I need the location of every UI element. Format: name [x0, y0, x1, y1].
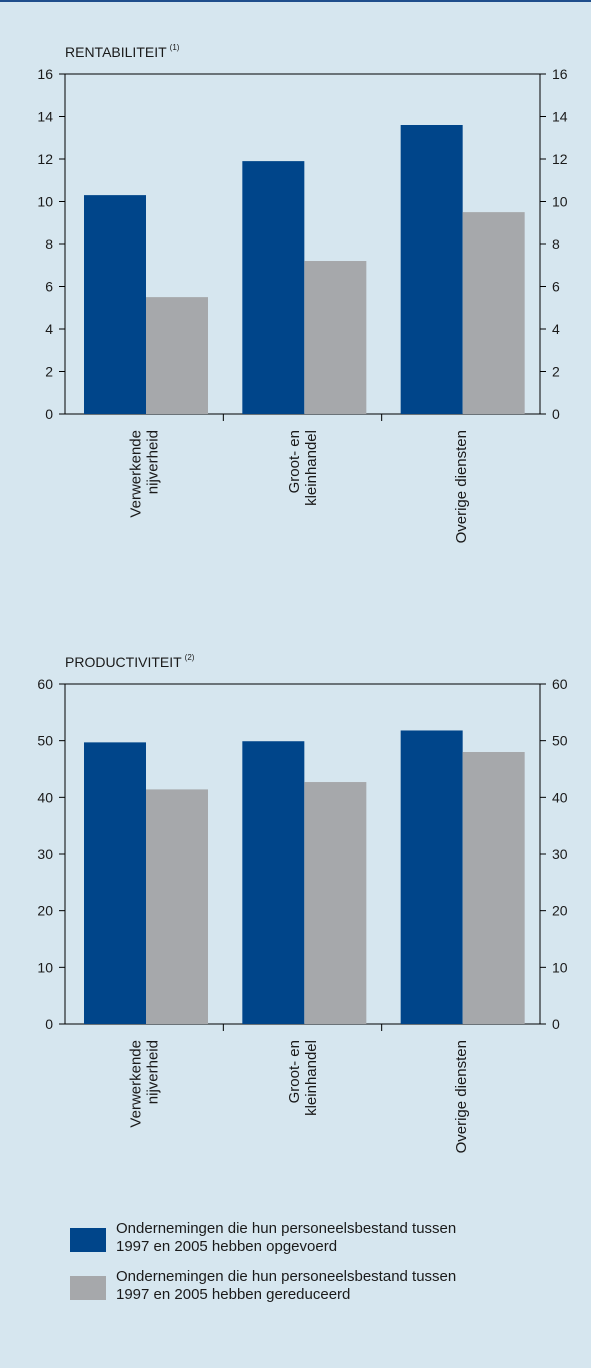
chart2-bar-s1-c3	[400, 730, 463, 1024]
chart1-bar-s2-c3	[462, 212, 525, 414]
chart2-ytick-label-left-3: 30	[37, 846, 53, 862]
chart2-category-label-1-line-1: Verwerkende	[128, 1040, 145, 1128]
chart1-category-label-2: Groot- en kleinhandel	[286, 430, 320, 506]
chart1-category-label-3: Overige diensten	[453, 430, 470, 543]
chart-rentabiliteit: RENTABILITEIT (1) 0 0 2 2 4 4 6 6 8 8 10 10 12 12 14 14 16…	[37, 43, 568, 543]
chart2-ytick-label-left-2: 20	[37, 903, 53, 919]
legend-label-increased: Ondernemingen die hun personeelsbestand …	[116, 1220, 456, 1256]
chart1-ytick-label-left-6: 12	[37, 151, 53, 167]
chart1-ytick-label-left-5: 10	[37, 194, 53, 210]
chart2-ytick-label-left-5: 50	[37, 733, 53, 749]
chart1-ytick-label-right-3: 6	[552, 279, 560, 295]
chart2-category-label-2-line-1: Groot- en	[286, 1040, 303, 1103]
chart2-category-label-2-line-2: kleinhandel	[303, 1040, 320, 1116]
chart2-bar-s1-c2	[242, 741, 305, 1024]
chart2-bar-s1-c1	[84, 742, 146, 1024]
chart2-ytick-label-left-4: 40	[37, 789, 53, 805]
chart1-ytick-label-left-7: 14	[37, 109, 53, 125]
chart2-ytick-label-left-6: 60	[37, 676, 53, 692]
chart2-ytick-label-right-5: 50	[552, 733, 568, 749]
chart1-ytick-label-left-1: 2	[45, 364, 53, 380]
legend-label-increased-line2: 1997 en 2005 hebben opgevoerd	[116, 1238, 338, 1255]
chart1-title: RENTABILITEIT	[65, 44, 167, 60]
chart1-category-label-1: Verwerkende nijverheid	[128, 430, 162, 518]
chart1-category-label-1-line-1: Verwerkende	[128, 430, 145, 518]
chart2-category-label-1-line-2: nijverheid	[145, 1040, 162, 1104]
legend-label-reduced-line2: 1997 en 2005 hebben gereduceerd	[116, 1286, 351, 1303]
chart2-ytick-label-left-0: 0	[45, 1016, 53, 1032]
legend: Ondernemingen die hun personeelsbestand …	[70, 1220, 570, 1316]
chart1-ytick-label-left-2: 4	[45, 321, 53, 337]
chart1-ytick-label-left-4: 8	[45, 236, 53, 252]
chart1-bar-s2-c2	[304, 261, 367, 414]
chart2-category-label-2: Groot- en kleinhandel	[286, 1040, 320, 1116]
legend-label-increased-line1: Ondernemingen die hun personeelsbestand …	[116, 1220, 457, 1237]
chart2-bar-s2-c2	[304, 782, 367, 1024]
chart1-ytick-label-left-3: 6	[45, 279, 53, 295]
chart2-ytick-label-right-0: 0	[552, 1016, 560, 1032]
chart1-ytick-label-left-8: 16	[37, 66, 53, 82]
chart1-ytick-label-right-2: 4	[552, 321, 560, 337]
chart1-ytick-label-right-7: 14	[552, 109, 568, 125]
legend-label-reduced: Ondernemingen die hun personeelsbestand …	[116, 1268, 456, 1304]
chart2-ytick-label-right-2: 20	[552, 903, 568, 919]
chart1-bar-s1-c3	[400, 125, 463, 414]
chart2-category-label-1: Verwerkende nijverheid	[128, 1040, 162, 1128]
chart1-ytick-label-right-6: 12	[552, 151, 568, 167]
chart1-ytick-label-right-1: 2	[552, 364, 560, 380]
chart2-bar-s2-c1	[146, 789, 208, 1024]
chart2-ytick-label-left-1: 10	[37, 959, 53, 975]
chart1-ytick-label-right-4: 8	[552, 236, 560, 252]
chart2-title-note: (2)	[185, 653, 195, 662]
chart1-ytick-label-right-8: 16	[552, 66, 568, 82]
chart1-bar-s1-c2	[242, 161, 305, 414]
legend-item-increased: Ondernemingen die hun personeelsbestand …	[70, 1220, 570, 1256]
chart1-category-label-1-line-2: nijverheid	[145, 430, 162, 494]
chart1-ytick-label-left-0: 0	[45, 406, 53, 422]
chart2-ytick-label-right-1: 10	[552, 959, 568, 975]
chart2-category-label-3-line-1: Overige diensten	[453, 1040, 470, 1153]
chart2-category-label-3: Overige diensten	[453, 1040, 470, 1153]
chart1-category-label-2-line-1: Groot- en	[286, 430, 303, 493]
chart2-ytick-label-right-3: 30	[552, 846, 568, 862]
chart1-bar-s1-c1	[84, 195, 146, 414]
chart1-ytick-label-right-5: 10	[552, 194, 568, 210]
chart2-ytick-label-right-6: 60	[552, 676, 568, 692]
chart1-title-note: (1)	[170, 43, 180, 52]
top-rule	[0, 0, 591, 2]
chart1-category-label-3-line-1: Overige diensten	[453, 430, 470, 543]
chart-productiviteit: PRODUCTIVITEIT (2) 0 0 10 10 20 20 30 30 40 40 50 50 6…	[37, 653, 568, 1153]
legend-label-reduced-line1: Ondernemingen die hun personeelsbestand …	[116, 1268, 457, 1285]
chart2-bar-s2-c3	[462, 752, 525, 1024]
chart2-title: PRODUCTIVITEIT	[65, 654, 182, 670]
legend-swatch-reduced	[70, 1276, 106, 1300]
chart1-bar-s2-c1	[146, 297, 208, 414]
chart1-ytick-label-right-0: 0	[552, 406, 560, 422]
chart1-category-label-2-line-2: kleinhandel	[303, 430, 320, 506]
chart2-ytick-label-right-4: 40	[552, 789, 568, 805]
legend-swatch-increased	[70, 1228, 106, 1252]
legend-item-reduced: Ondernemingen die hun personeelsbestand …	[70, 1268, 570, 1304]
